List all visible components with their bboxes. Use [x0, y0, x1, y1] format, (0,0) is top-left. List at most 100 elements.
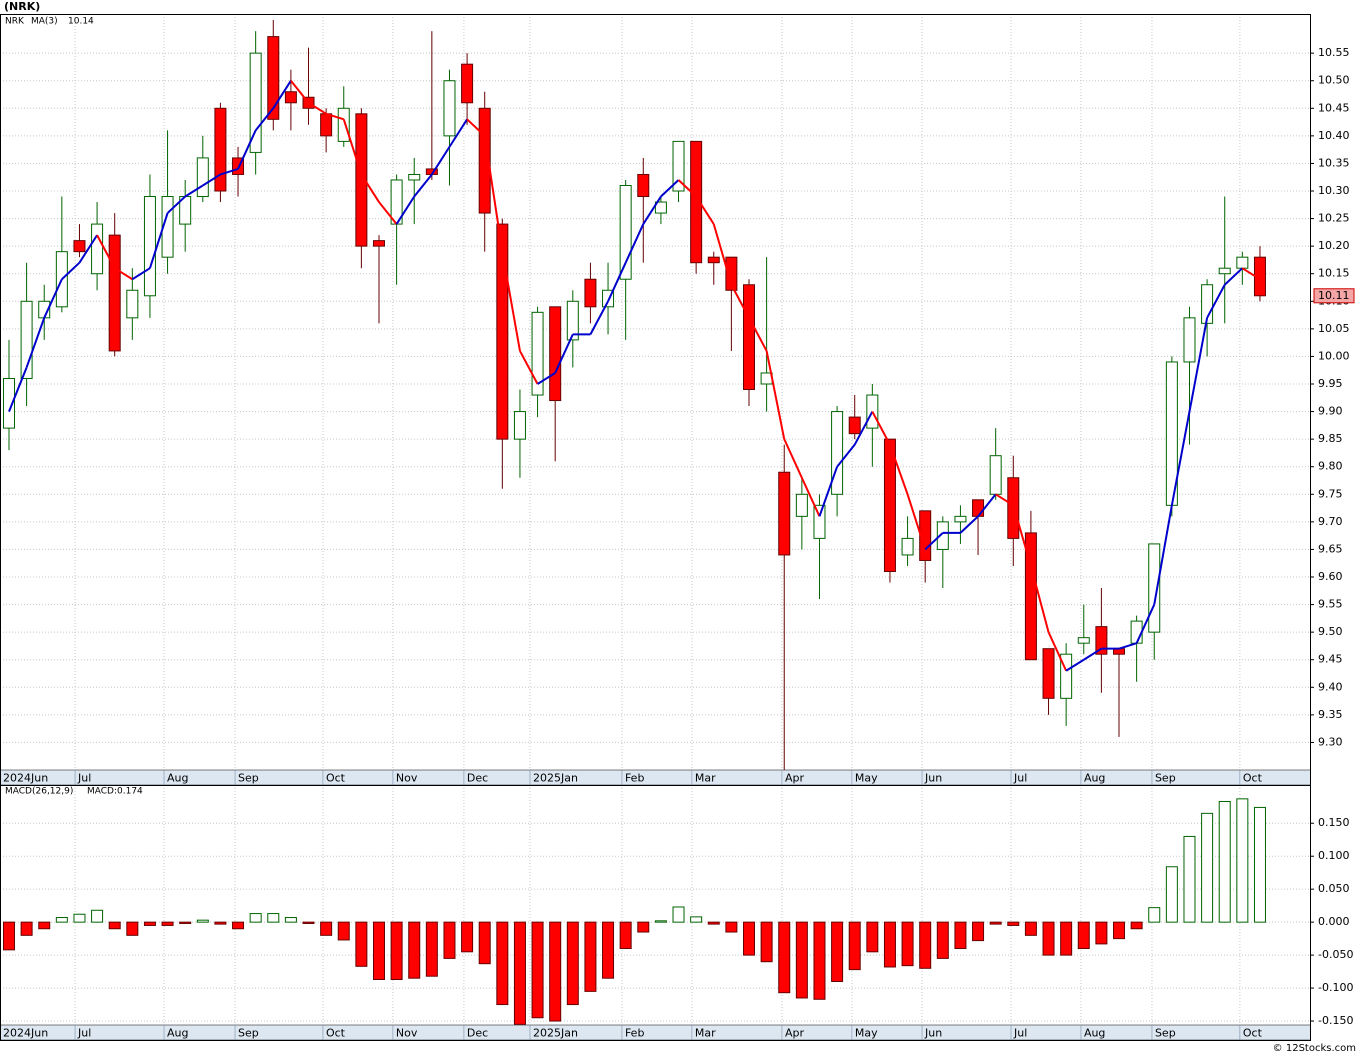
x-tick-label: Sep — [238, 772, 259, 785]
ma-line — [237, 129, 257, 170]
candle-body — [1060, 653, 1073, 699]
candle-body — [496, 223, 509, 440]
x-tick-label: 2025Jan — [533, 1027, 578, 1040]
ma-line — [783, 438, 803, 479]
candle-body — [602, 289, 615, 308]
histogram-bar — [232, 921, 245, 930]
ma-line — [1029, 565, 1050, 633]
candle-body — [778, 471, 791, 556]
y-tick-label: 10.05 — [1318, 322, 1350, 335]
ma-line — [360, 173, 380, 203]
candle-body — [1201, 284, 1214, 324]
candle-body — [1095, 626, 1108, 655]
histogram-bar — [2, 921, 15, 951]
histogram-bar — [425, 921, 438, 977]
legend-name: NRK — [5, 17, 25, 27]
y-tick-label: 0.150 — [1318, 816, 1350, 829]
candle-body — [654, 201, 667, 214]
candle-body — [320, 113, 333, 137]
candle-body — [408, 173, 421, 181]
histogram-bar — [443, 921, 456, 959]
ma-line — [995, 493, 1014, 507]
candle-body — [954, 515, 967, 523]
y-tick-label: 0.000 — [1318, 915, 1350, 928]
histogram-bar — [654, 920, 667, 923]
candle-body — [989, 455, 1002, 495]
x-tick-label: 2024Jun — [3, 1027, 48, 1040]
x-tick-label: Jun — [924, 1027, 942, 1040]
histogram-bar — [760, 921, 773, 963]
y-tick-label: 10.45 — [1318, 101, 1350, 114]
ma-line — [730, 284, 750, 319]
y-tick-label: 0.050 — [1318, 882, 1350, 895]
y-tick-label: 10.50 — [1318, 74, 1350, 87]
candle-body — [901, 537, 914, 556]
histogram-bar — [1042, 921, 1055, 956]
histogram-bar — [179, 921, 192, 924]
ma-line — [642, 195, 662, 225]
y-tick-label: 9.90 — [1318, 405, 1343, 418]
ma-line — [624, 223, 645, 264]
histogram-bar — [1077, 921, 1090, 950]
histogram-bar — [936, 921, 949, 959]
histogram-bar — [126, 921, 139, 936]
x-tick-label: Apr — [785, 1027, 805, 1040]
x-tick-label: Nov — [396, 772, 418, 785]
ma-line — [1083, 647, 1102, 661]
ma-line — [378, 201, 398, 225]
candle-body — [972, 499, 985, 517]
x-tick-label: Oct — [326, 772, 346, 785]
ma-line — [395, 195, 416, 225]
histogram-bar — [20, 921, 33, 936]
ma-line — [1065, 658, 1085, 672]
histogram-bar — [355, 921, 368, 967]
candle-body — [126, 289, 139, 319]
ma-line — [1206, 284, 1226, 319]
candle-body — [1024, 532, 1037, 661]
y-tick-label: 9.70 — [1318, 515, 1343, 528]
y-tick-label: 9.95 — [1318, 377, 1343, 390]
histogram-bar — [637, 921, 650, 933]
ma-line — [220, 167, 239, 176]
histogram-bar — [1236, 798, 1249, 923]
x-tick-label: Oct — [1243, 772, 1263, 785]
x-tick-label: Nov — [396, 1027, 418, 1040]
ma-line — [501, 251, 521, 352]
histogram-bar — [778, 921, 791, 994]
ma-line — [589, 300, 609, 335]
y-tick-label: 10.35 — [1318, 156, 1350, 169]
candle-body — [232, 157, 245, 175]
ma-line — [1224, 267, 1244, 286]
ma-line — [78, 234, 98, 264]
histogram-bar — [989, 921, 1002, 925]
x-tick-label: Aug — [1084, 1027, 1105, 1040]
y-tick-label: -0.050 — [1318, 948, 1353, 961]
candle-body — [619, 184, 632, 280]
candle-body — [108, 234, 121, 352]
ma-line — [1170, 411, 1191, 506]
y-tick-label: 9.85 — [1318, 432, 1343, 445]
x-tick-label: 2025Jan — [533, 772, 578, 785]
histogram-bar — [478, 921, 491, 965]
histogram-bar — [390, 921, 403, 981]
candle-body — [1077, 637, 1090, 644]
y-tick-label: 10.25 — [1318, 212, 1350, 225]
ma-line — [290, 80, 310, 104]
y-tick-label: 10.00 — [1318, 349, 1350, 362]
histogram-bar — [866, 921, 879, 953]
candle-body — [725, 256, 738, 291]
y-tick-label: 9.50 — [1318, 625, 1343, 638]
candle-body — [337, 107, 350, 142]
histogram-bar — [1007, 921, 1020, 926]
ma-line — [906, 493, 927, 550]
ma-line — [483, 135, 504, 252]
ma-line — [959, 515, 979, 534]
ma-line — [924, 532, 944, 551]
candle-body — [478, 107, 491, 214]
histogram-bar — [707, 921, 720, 925]
ma-line — [448, 118, 468, 148]
histogram-bar — [690, 916, 703, 923]
ma-line — [853, 411, 874, 446]
x-tick-label: Jul — [77, 1027, 91, 1040]
histogram-bar — [619, 921, 632, 950]
